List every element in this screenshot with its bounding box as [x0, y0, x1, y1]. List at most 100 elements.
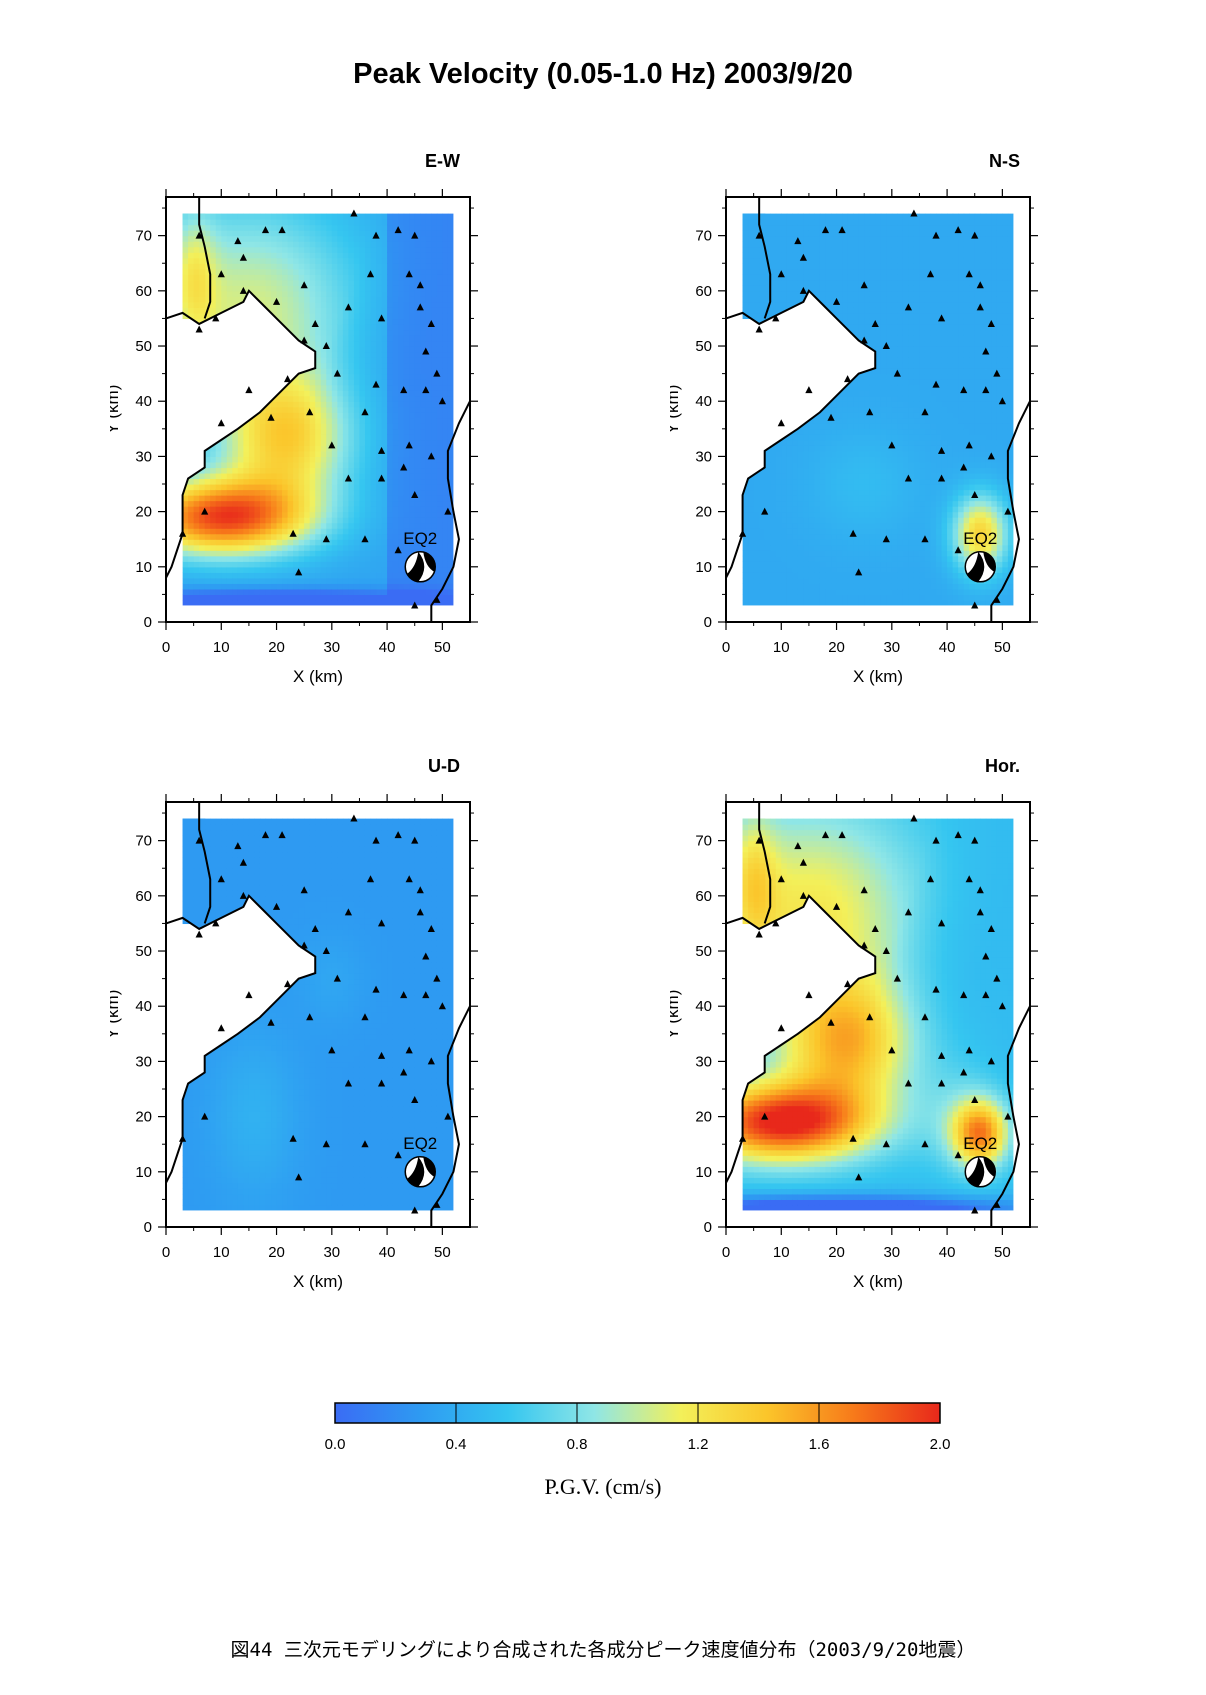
heatmap-cell [808, 252, 816, 259]
heatmap-cell [276, 517, 283, 524]
heatmap-cell [326, 434, 333, 441]
heatmap-cell [792, 467, 799, 474]
heatmap-cell [309, 252, 316, 259]
heatmap-cell [359, 406, 366, 413]
heatmap-cell [282, 572, 289, 579]
heatmap-cell [259, 484, 267, 491]
heatmap-cell [376, 467, 383, 474]
heatmap-cell [420, 219, 427, 226]
heatmap-cell [182, 594, 189, 601]
heatmap-cell [309, 307, 316, 314]
heatmap-cell [376, 500, 383, 507]
heatmap-cell [792, 561, 799, 568]
heatmap-cell [770, 544, 777, 551]
heatmap-cell [825, 263, 832, 270]
heatmap-cell [836, 461, 843, 469]
heatmap-cell [204, 522, 211, 529]
station-marker [300, 281, 308, 289]
heatmap-cell [182, 290, 189, 297]
heatmap-cell [188, 533, 195, 540]
heatmap-cell [414, 390, 421, 397]
heatmap-cell [781, 550, 788, 557]
heatmap-cell [431, 390, 438, 397]
heatmap-cell [425, 594, 432, 601]
heatmap-cell [364, 412, 372, 419]
heatmap-cell [304, 307, 311, 314]
heatmap-cell [282, 230, 289, 237]
heatmap-cell [825, 417, 832, 424]
heatmap-cell [293, 412, 300, 419]
heatmap-cell [376, 401, 383, 408]
heatmap-cell [188, 235, 195, 242]
heatmap-cell [342, 368, 349, 375]
heatmap-cell [447, 219, 455, 226]
heatmap-cell [188, 312, 195, 320]
heatmap-cell [425, 517, 432, 524]
heatmap-cell [254, 274, 261, 281]
heatmap-cell [226, 263, 233, 270]
heatmap-cell [315, 539, 322, 546]
heatmap-cell [403, 290, 410, 297]
heatmap-cell [304, 379, 311, 386]
heatmap-cell [442, 406, 449, 413]
heatmap-cell [259, 434, 267, 441]
heatmap-cell [243, 478, 250, 485]
heatmap-cell [232, 434, 239, 441]
heatmap-cell [387, 478, 394, 485]
heatmap-cell [387, 274, 394, 281]
heatmap-cell [836, 246, 843, 253]
heatmap-cell [775, 599, 782, 607]
heatmap-cell [764, 533, 771, 540]
heatmap-cell [331, 334, 338, 342]
heatmap-cell [199, 561, 206, 568]
heatmap-cell [304, 495, 311, 502]
heatmap-cell [204, 219, 211, 226]
heatmap-cell [243, 246, 250, 253]
heatmap-cell [237, 506, 244, 513]
heatmap-cell [193, 252, 200, 259]
heatmap-cell [293, 500, 300, 507]
heatmap-cell [259, 279, 267, 286]
heatmap-cell [376, 257, 383, 264]
heatmap-cell [254, 285, 261, 292]
heatmap-cell [808, 461, 816, 469]
heatmap-cell [436, 406, 443, 413]
heatmap-cell [425, 357, 432, 364]
heatmap-cell [221, 230, 228, 237]
heatmap-cell [764, 268, 771, 275]
heatmap-cell [276, 533, 283, 540]
heatmap-cell [836, 528, 843, 535]
heatmap-cell [836, 268, 843, 275]
station-marker [344, 474, 352, 482]
heatmap-cell [414, 417, 421, 424]
heatmap-cell [353, 318, 361, 325]
heatmap-cell [764, 274, 771, 281]
heatmap-cell [370, 484, 377, 491]
heatmap-cell [276, 555, 283, 562]
heatmap-cell [331, 489, 338, 496]
heatmap-cell [315, 577, 322, 584]
heatmap-cell [204, 472, 211, 480]
heatmap-cell [370, 395, 377, 402]
heatmap-cell [781, 445, 788, 452]
heatmap-cell [748, 555, 755, 562]
station-marker [427, 452, 435, 460]
heatmap-cell [425, 599, 432, 607]
heatmap-cell [248, 599, 256, 607]
heatmap-cell [387, 230, 394, 237]
heatmap-cell [287, 550, 294, 557]
heatmap-cell [265, 572, 272, 579]
heatmap-cell [315, 252, 322, 259]
heatmap-cell [387, 450, 394, 458]
heatmap-cell [331, 268, 338, 275]
heatmap-cell [326, 340, 333, 347]
heatmap-cell [287, 544, 294, 551]
heatmap-cell [199, 312, 206, 320]
heatmap-cell [398, 274, 405, 281]
heatmap-cell [188, 583, 195, 590]
heatmap-cell [215, 235, 222, 242]
heatmap-cell [282, 495, 289, 502]
heatmap-cell [215, 307, 222, 314]
heatmap-cell [836, 467, 843, 474]
